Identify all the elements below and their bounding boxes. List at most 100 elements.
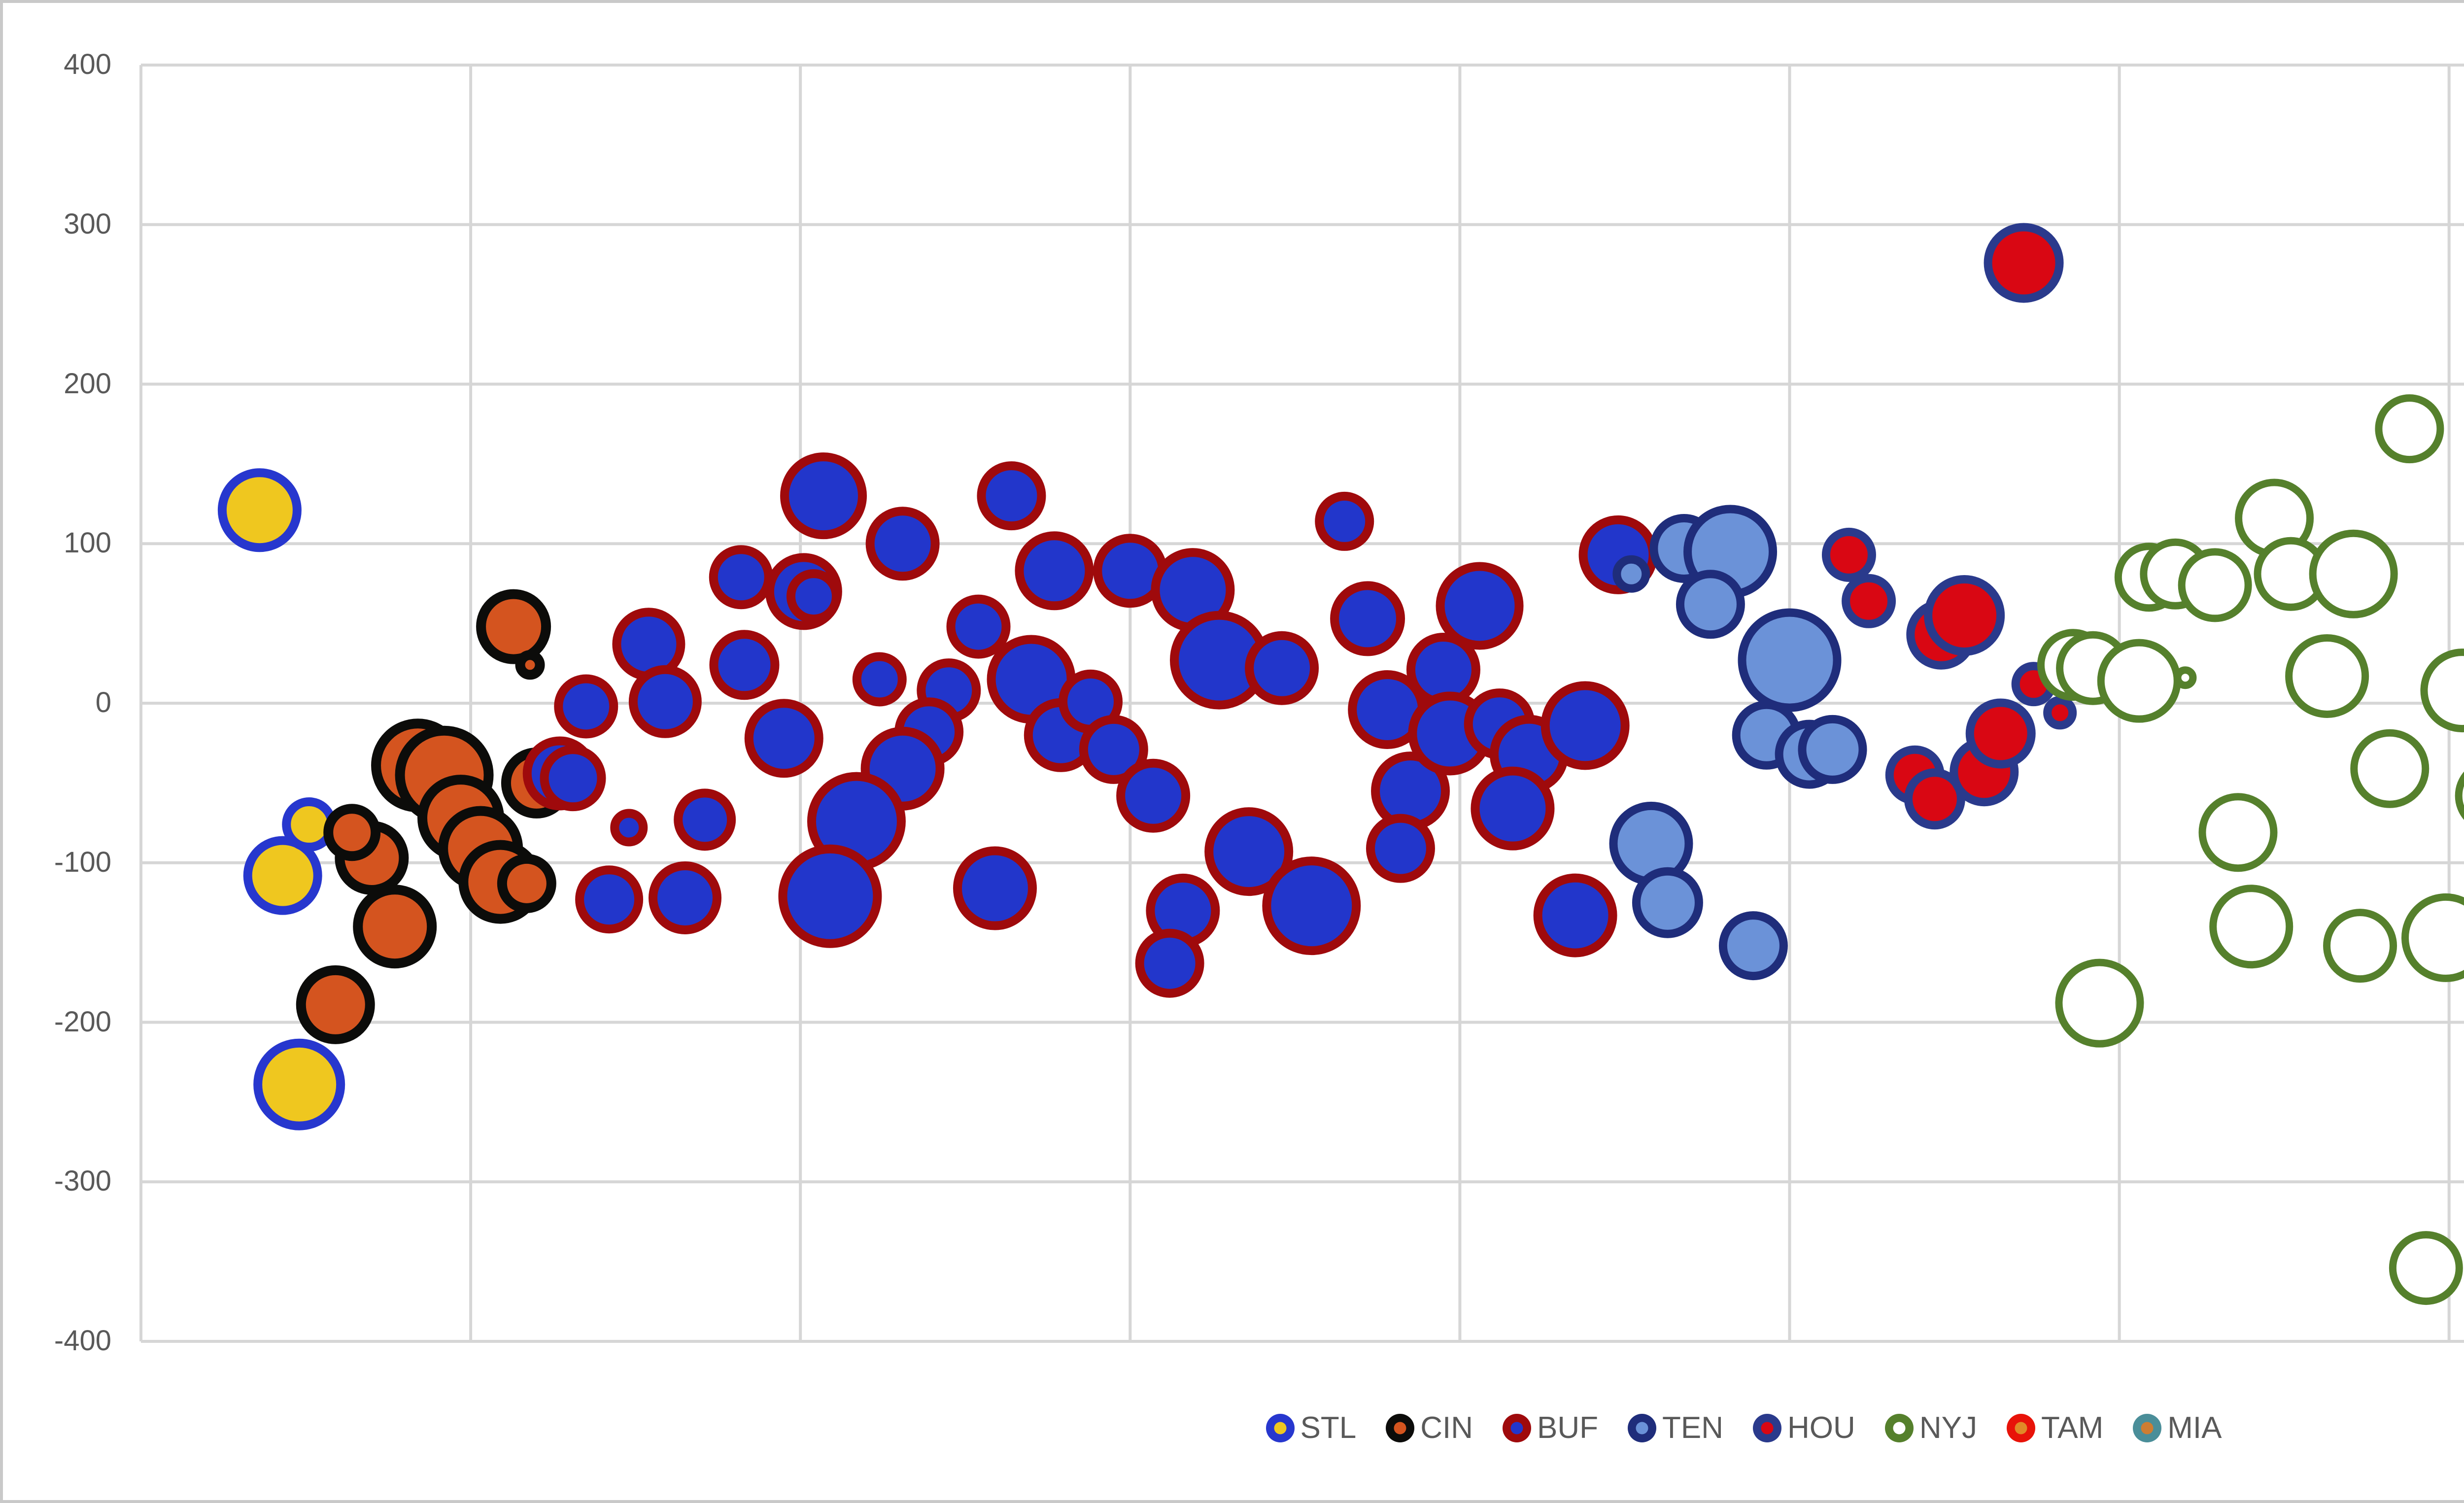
legend-marker-icon [1628, 1413, 1657, 1442]
legend-label: CIN [1420, 1411, 1473, 1445]
y-axis-tick-label: -100 [54, 846, 111, 878]
bubble-TEN[interactable] [1676, 570, 1745, 639]
bubble-NYJ[interactable] [2323, 909, 2397, 983]
bubble-BUF[interactable] [1262, 856, 1361, 956]
bubble-BUF[interactable] [977, 461, 1046, 531]
bubble-CIN[interactable] [353, 885, 437, 969]
bubble-BUF[interactable] [628, 665, 702, 738]
legend-item-STL[interactable]: STL [1265, 1410, 1357, 1445]
y-axis-tick-label: 100 [64, 527, 111, 559]
bubble-BUF[interactable] [1533, 873, 1617, 957]
y-axis-tick-label: 300 [64, 207, 111, 240]
legend-marker-icon [2006, 1413, 2035, 1442]
bubble-TEN[interactable] [1718, 911, 1788, 981]
bubble-BUF[interactable] [778, 844, 882, 948]
bubble-BUF[interactable] [674, 788, 736, 851]
bubble-BUF[interactable] [1135, 928, 1204, 998]
y-axis-tick-label: 200 [64, 367, 111, 400]
bubble-NYJ[interactable] [2209, 885, 2293, 969]
legend-label: TAM [2041, 1411, 2104, 1445]
bubble-NYJ[interactable] [2309, 529, 2398, 618]
bubble-HOU[interactable] [1965, 698, 2036, 769]
bubble-BUF[interactable] [709, 630, 780, 700]
bubble-CIN[interactable] [476, 589, 551, 664]
bubble-NYJ[interactable] [2375, 394, 2444, 464]
bubble-BUF[interactable] [946, 594, 1011, 659]
bubble-BUF[interactable] [554, 674, 618, 739]
bubble-BUF[interactable] [1540, 681, 1630, 770]
bubble-HOU[interactable] [2043, 696, 2077, 730]
legend-item-BUF[interactable]: BUF [1502, 1410, 1598, 1445]
bubble-BUF[interactable] [780, 452, 867, 540]
y-axis-tick-label: -400 [54, 1325, 111, 1357]
bubble-BUF[interactable] [1436, 562, 1524, 650]
y-axis-tick-label: 0 [95, 686, 111, 718]
bubble-NYJ[interactable] [2055, 958, 2144, 1048]
legend-marker-icon [1266, 1413, 1295, 1442]
bubble-HOU[interactable] [1924, 575, 2005, 656]
bubble-BUF[interactable] [1245, 631, 1319, 705]
bubble-BUF[interactable] [865, 507, 940, 581]
bubble-TEN[interactable] [1738, 608, 1842, 712]
bubble-BUF[interactable] [1204, 807, 1294, 896]
bubble-BUF[interactable] [1330, 581, 1405, 656]
bubble-TEN[interactable] [1632, 867, 1703, 938]
bubble-NYJ[interactable] [2350, 729, 2430, 808]
bubble-CIN[interactable] [296, 965, 375, 1044]
legend-marker-icon [1386, 1413, 1415, 1442]
legend-item-CIN[interactable]: CIN [1385, 1410, 1473, 1445]
bubble-NYJ[interactable] [2097, 639, 2181, 723]
bubble-TEN[interactable] [1798, 715, 1867, 784]
bubble-CIN[interactable] [497, 854, 556, 913]
bubble-BUF[interactable] [786, 569, 841, 624]
bubble-NYJ[interactable] [2420, 649, 2464, 733]
bubble-CIN[interactable] [515, 650, 545, 680]
bubble-HOU[interactable] [1904, 768, 1965, 830]
bubble-BUF[interactable] [709, 545, 773, 610]
bubble-NYJ[interactable] [2285, 634, 2369, 718]
bubble-BUF[interactable] [744, 699, 823, 778]
bubble-BUF[interactable] [852, 652, 907, 707]
legend-marker-icon [2133, 1413, 2162, 1442]
bubble-BUF[interactable] [953, 846, 1037, 930]
bubble-BUF[interactable] [1079, 715, 1148, 784]
bubble-BUF[interactable] [1015, 531, 1094, 611]
y-axis-tick-label: -300 [54, 1165, 111, 1197]
y-axis-tick-label: 400 [64, 48, 111, 80]
legend-marker-icon [1753, 1413, 1782, 1442]
legend-item-TAM[interactable]: TAM [2006, 1410, 2103, 1445]
legend-item-TEN[interactable]: TEN [1627, 1410, 1723, 1445]
legend-item-HOU[interactable]: HOU [1752, 1410, 1855, 1445]
bubble-BUF[interactable] [1116, 758, 1191, 833]
bubble-TEN[interactable] [1612, 555, 1650, 593]
legend-item-NYJ[interactable]: NYJ [1884, 1410, 1977, 1445]
bubble-BUF[interactable] [649, 861, 722, 934]
legend-item-MIA[interactable]: MIA [2132, 1410, 2222, 1445]
bubble-BUF[interactable] [540, 745, 606, 812]
legend-label: BUF [1537, 1411, 1599, 1445]
legend-label: HOU [1787, 1411, 1855, 1445]
legend-label: TEN [1662, 1411, 1724, 1445]
bubble-NYJ[interactable] [2174, 666, 2197, 689]
bubble-BUF[interactable] [1471, 766, 1555, 851]
bubble-CIN[interactable] [323, 804, 381, 861]
bubble-HOU[interactable] [1842, 574, 1896, 628]
bubble-STL[interactable] [217, 468, 302, 552]
bubble-BUF[interactable] [610, 809, 648, 847]
bubble-BUF[interactable] [575, 865, 644, 934]
bubble-NYJ[interactable] [2455, 762, 2464, 829]
bubble-BUF[interactable] [1315, 491, 1374, 551]
legend-label: STL [1300, 1411, 1357, 1445]
bubble-STL[interactable] [243, 836, 322, 915]
legend-label: MIA [2167, 1411, 2222, 1445]
bubble-BUF[interactable] [1366, 814, 1435, 883]
legend-label: NYJ [1919, 1411, 1977, 1445]
bubble-HOU[interactable] [1821, 527, 1876, 582]
bubble-STL[interactable] [253, 1038, 345, 1130]
bubble-NYJ[interactable] [2389, 1231, 2463, 1305]
bubble-NYJ[interactable] [2178, 548, 2252, 622]
bubble-NYJ[interactable] [2198, 793, 2278, 872]
bubble-HOU[interactable] [1984, 223, 2064, 303]
bubble-NYJ[interactable] [2401, 893, 2464, 982]
